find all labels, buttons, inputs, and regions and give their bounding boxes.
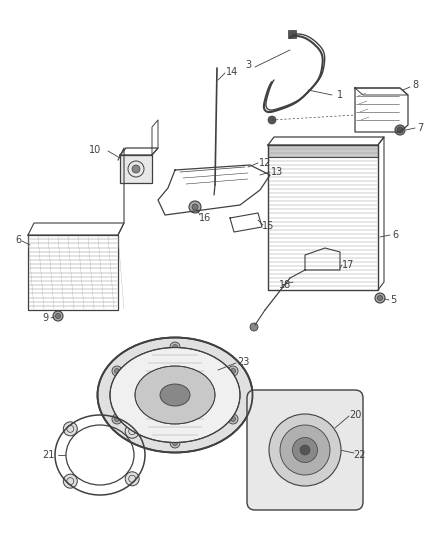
Circle shape bbox=[56, 313, 60, 319]
Circle shape bbox=[192, 204, 198, 210]
Circle shape bbox=[132, 165, 140, 173]
Ellipse shape bbox=[110, 348, 240, 442]
Ellipse shape bbox=[98, 337, 252, 453]
Ellipse shape bbox=[300, 445, 310, 455]
Ellipse shape bbox=[293, 438, 318, 463]
Text: 6: 6 bbox=[15, 235, 21, 245]
Ellipse shape bbox=[135, 366, 215, 424]
Text: 15: 15 bbox=[262, 221, 274, 231]
Circle shape bbox=[274, 481, 279, 486]
Circle shape bbox=[125, 424, 139, 438]
Text: 7: 7 bbox=[417, 123, 423, 133]
Circle shape bbox=[112, 366, 122, 376]
Bar bbox=[120, 155, 152, 183]
Ellipse shape bbox=[280, 425, 330, 475]
Text: 12: 12 bbox=[259, 158, 271, 168]
Circle shape bbox=[189, 201, 201, 213]
FancyBboxPatch shape bbox=[247, 390, 363, 510]
Text: 23: 23 bbox=[237, 357, 249, 367]
Text: 17: 17 bbox=[342, 260, 354, 270]
Circle shape bbox=[250, 323, 258, 331]
Circle shape bbox=[268, 116, 276, 124]
Circle shape bbox=[375, 293, 385, 303]
Circle shape bbox=[114, 416, 120, 422]
Circle shape bbox=[395, 125, 405, 135]
Circle shape bbox=[53, 311, 63, 321]
Text: 8: 8 bbox=[412, 80, 418, 90]
Circle shape bbox=[173, 440, 177, 446]
Circle shape bbox=[272, 416, 276, 422]
Circle shape bbox=[336, 476, 341, 481]
Circle shape bbox=[64, 422, 77, 436]
Circle shape bbox=[112, 414, 122, 424]
Text: 13: 13 bbox=[271, 167, 283, 177]
Circle shape bbox=[331, 414, 341, 424]
Ellipse shape bbox=[269, 414, 341, 486]
Circle shape bbox=[64, 474, 77, 488]
Text: 10: 10 bbox=[89, 145, 101, 155]
Circle shape bbox=[114, 368, 120, 374]
Text: 1: 1 bbox=[337, 90, 343, 100]
Circle shape bbox=[334, 416, 339, 422]
Text: 5: 5 bbox=[390, 295, 396, 305]
Text: 6: 6 bbox=[392, 230, 398, 240]
Text: 22: 22 bbox=[354, 450, 366, 460]
Circle shape bbox=[173, 344, 177, 350]
Text: 20: 20 bbox=[349, 410, 361, 420]
Text: 21: 21 bbox=[42, 450, 54, 460]
Circle shape bbox=[228, 414, 238, 424]
Text: 3: 3 bbox=[245, 60, 251, 70]
Circle shape bbox=[125, 472, 139, 486]
Text: 16: 16 bbox=[199, 213, 211, 223]
Circle shape bbox=[230, 416, 236, 422]
Bar bbox=[288, 30, 296, 38]
Circle shape bbox=[228, 366, 238, 376]
Circle shape bbox=[170, 438, 180, 448]
Circle shape bbox=[269, 414, 279, 424]
Circle shape bbox=[170, 342, 180, 352]
Ellipse shape bbox=[160, 384, 190, 406]
Circle shape bbox=[272, 479, 282, 489]
Text: 14: 14 bbox=[226, 67, 238, 77]
Circle shape bbox=[378, 295, 382, 301]
Text: 9: 9 bbox=[42, 313, 48, 323]
Text: 18: 18 bbox=[279, 280, 291, 290]
Circle shape bbox=[397, 127, 403, 133]
Circle shape bbox=[230, 368, 236, 374]
Circle shape bbox=[334, 473, 344, 483]
Bar bbox=[268, 145, 378, 157]
